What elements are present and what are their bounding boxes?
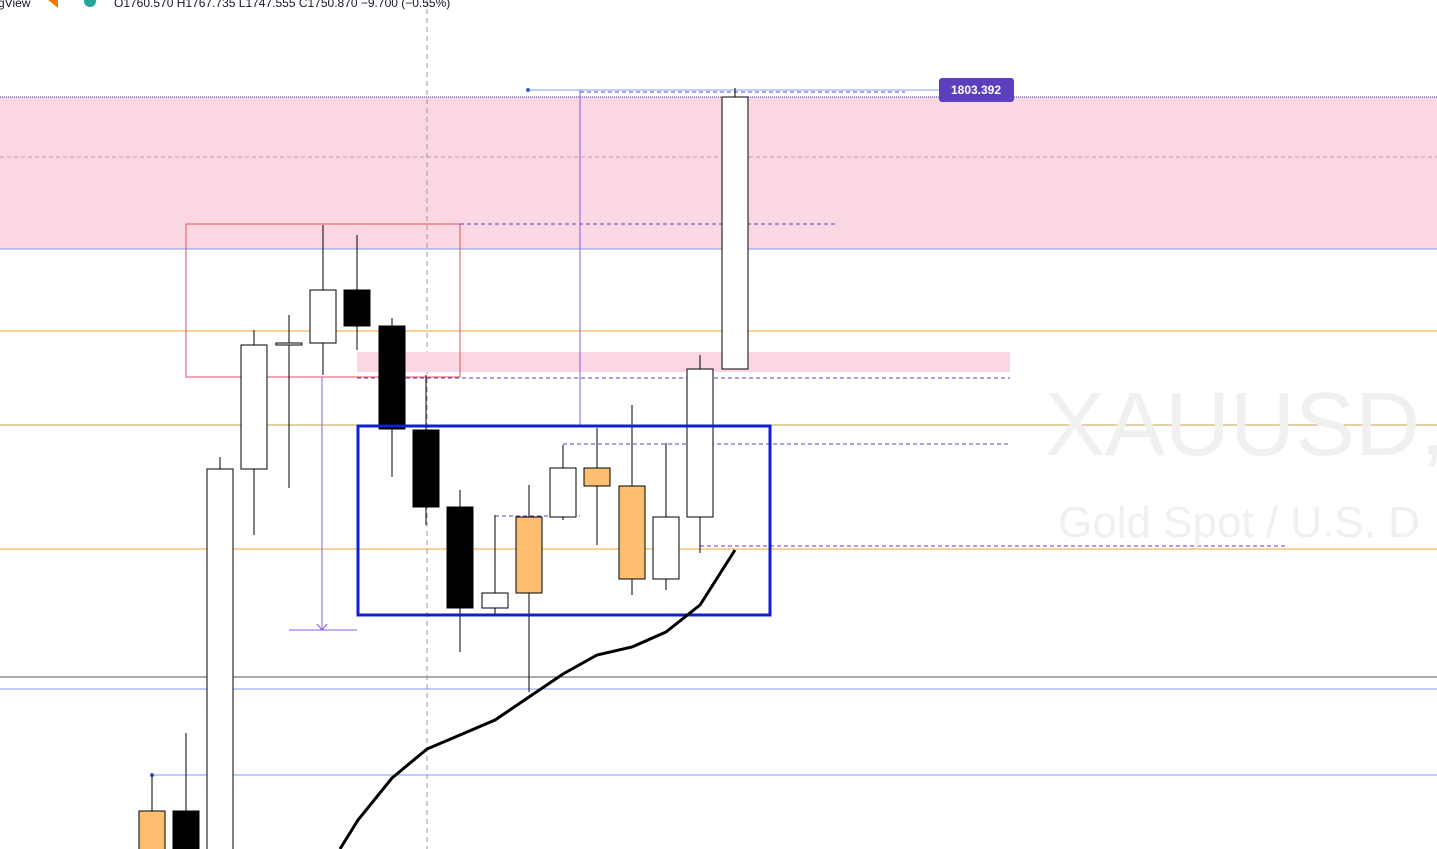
arrow-head xyxy=(316,623,328,631)
moving-average xyxy=(338,549,737,849)
brand: gView xyxy=(0,0,31,10)
price-label: 1803.392 xyxy=(951,83,1001,97)
supply-zone xyxy=(0,97,1437,249)
watermark-description: Gold Spot / U.S. D xyxy=(1058,498,1420,547)
icon xyxy=(48,0,58,8)
icon xyxy=(84,0,96,7)
watermark-symbol: XAUUSD, xyxy=(1045,375,1437,475)
price-label-bg xyxy=(939,78,1014,102)
red-box xyxy=(185,223,461,378)
anchor xyxy=(526,88,530,92)
small-zone xyxy=(357,352,1010,372)
candles xyxy=(138,88,749,849)
blue-box xyxy=(356,424,772,617)
ohlc-info: O1760.570 H1767.735 L1747.555 C1750.870 … xyxy=(114,0,450,10)
